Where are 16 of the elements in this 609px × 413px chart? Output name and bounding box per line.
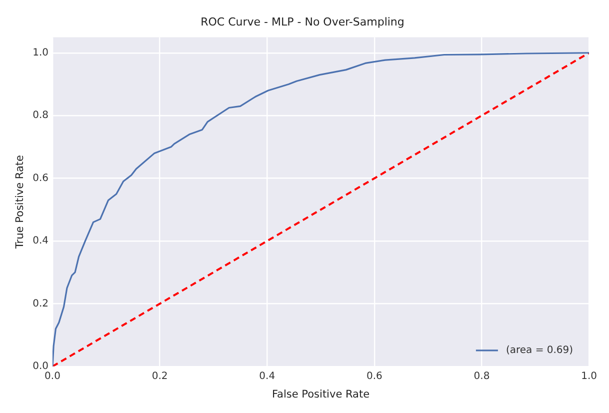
y-axis-title: True Positive Rate: [14, 155, 26, 250]
x-tick-label: 0.6: [366, 370, 382, 382]
y-tick-label: 1.0: [32, 47, 49, 58]
x-tick-label: 1.0: [581, 370, 597, 382]
y-tick-label: 0.6: [32, 172, 49, 184]
x-tick-label: 0.2: [152, 370, 168, 382]
y-tick-label: 0.4: [32, 236, 49, 247]
chart-title: ROC Curve - MLP - No Over-Sampling: [200, 15, 404, 28]
x-tick-label: 0.8: [474, 370, 490, 382]
y-tick-label: 0.8: [32, 110, 49, 122]
legend-label: (area = 0.69): [506, 344, 574, 356]
y-tick-label: 0.0: [32, 360, 49, 372]
y-tick-label: 0.2: [32, 298, 49, 310]
x-tick-label: 0.4: [259, 370, 276, 382]
x-tick-label: 0.0: [44, 370, 60, 382]
x-axis-title: False Positive Rate: [272, 388, 370, 400]
